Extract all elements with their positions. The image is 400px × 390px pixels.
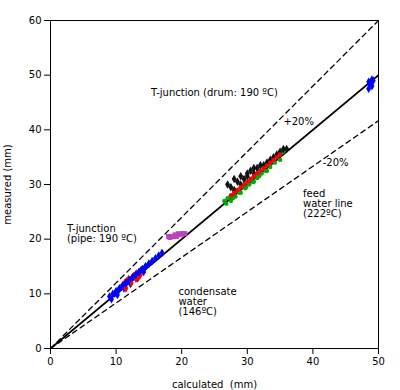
svg-text:50: 50: [29, 69, 42, 80]
svg-text:30: 30: [29, 179, 42, 190]
svg-text:0: 0: [35, 343, 41, 354]
svg-text:40: 40: [307, 356, 320, 367]
svg-text:condensatewater(146ºC): condensatewater(146ºC): [178, 286, 236, 317]
svg-text:50: 50: [372, 356, 385, 367]
svg-text:T-junction(pipe: 190 ºC): T-junction(pipe: 190 ºC): [66, 223, 137, 244]
svg-text:feedwater line(222ºC): feedwater line(222ºC): [303, 188, 353, 219]
svg-text:calculated (mm): calculated (mm): [172, 379, 257, 390]
svg-text:60: 60: [29, 15, 42, 26]
svg-text:40: 40: [29, 124, 42, 135]
svg-text:0: 0: [47, 356, 53, 367]
svg-text:T-junction (drum: 190 ºC): T-junction (drum: 190 ºC): [150, 87, 278, 98]
svg-text:+20%: +20%: [283, 116, 314, 127]
svg-text:20: 20: [175, 356, 188, 367]
svg-text:10: 10: [110, 356, 123, 367]
svg-text:10: 10: [29, 288, 42, 299]
svg-text:measured (mm): measured (mm): [2, 144, 13, 225]
svg-text:20: 20: [29, 233, 42, 244]
svg-text:-20%: -20%: [323, 157, 349, 168]
svg-text:30: 30: [241, 356, 254, 367]
